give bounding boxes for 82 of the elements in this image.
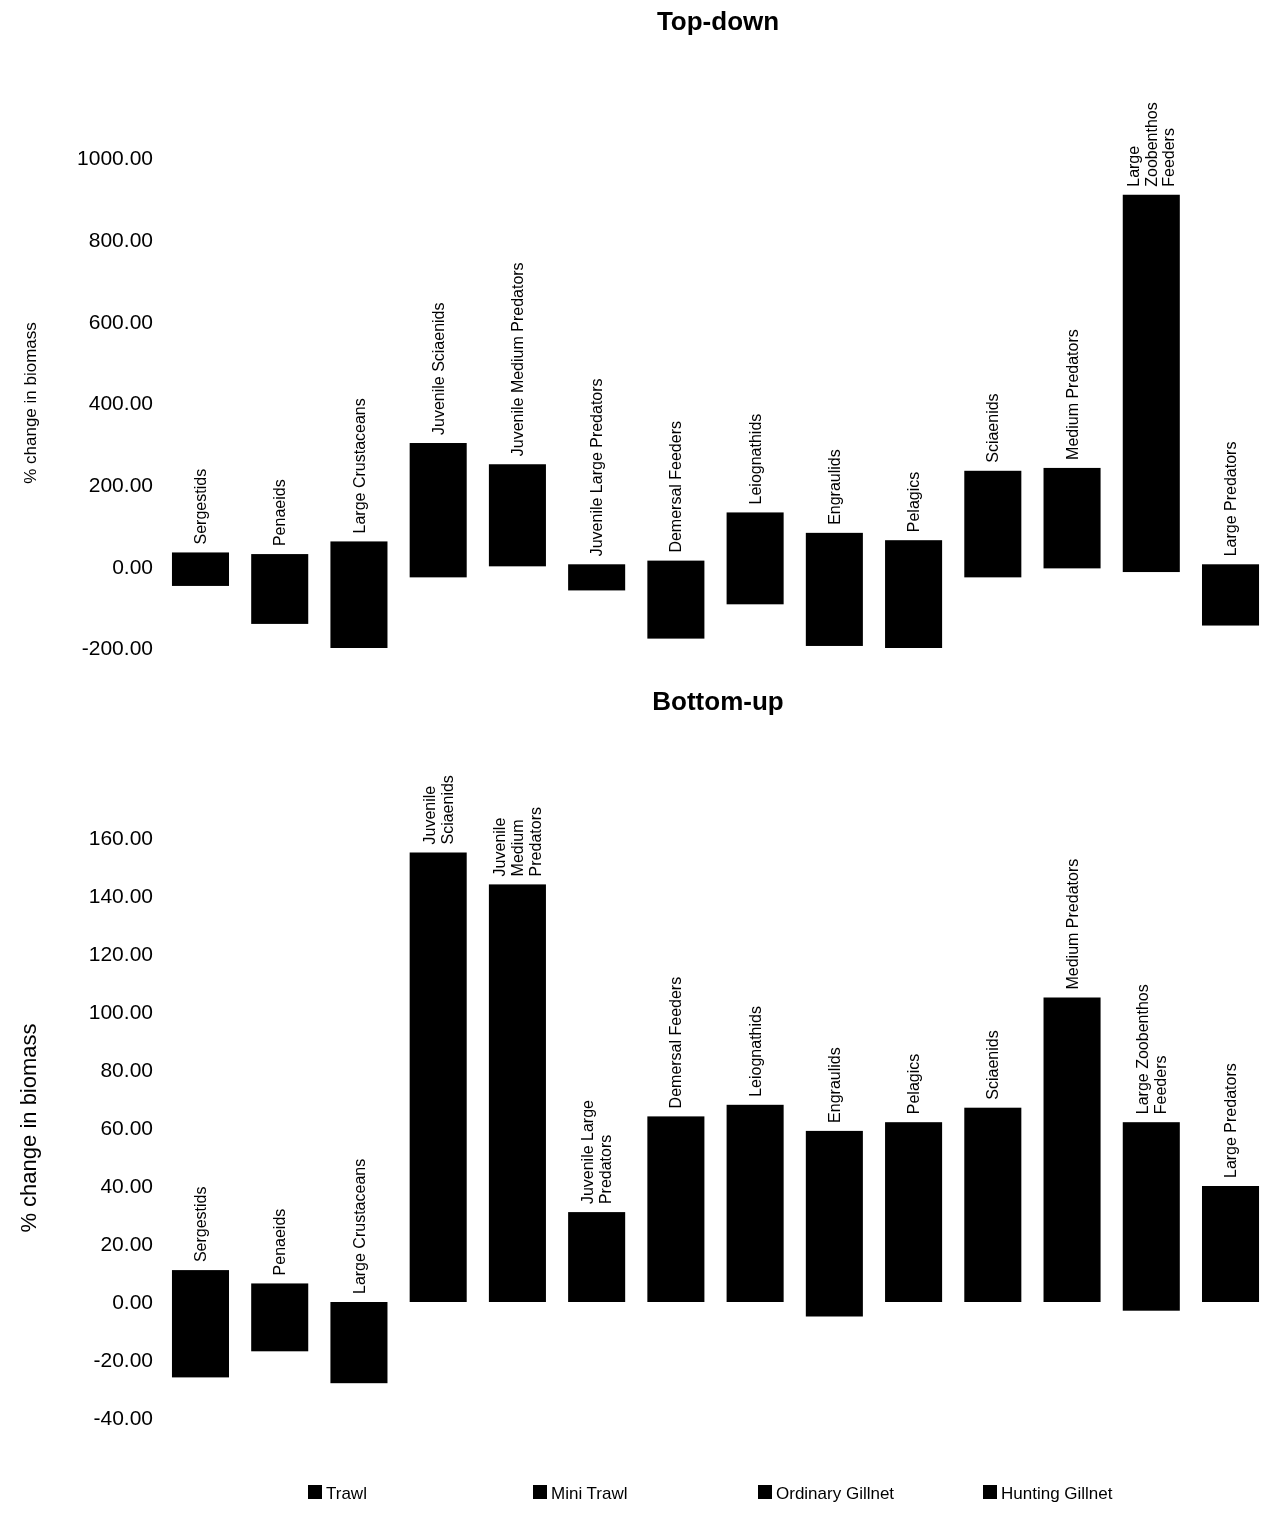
bar (885, 540, 943, 648)
bar (171, 1270, 230, 1378)
bar (488, 884, 546, 1302)
x-tick-label: Juvenile Large Predators (579, 1099, 615, 1205)
x-tick-label: Demersal Feeders (667, 421, 685, 553)
y-tick-label: 20.00 (100, 1232, 153, 1256)
y-tick-label: 200.00 (88, 473, 153, 497)
bar (647, 1116, 705, 1302)
x-tick-label: Sergestids (192, 468, 210, 545)
bar (409, 443, 467, 578)
y-axis-title: % change in biomass (21, 322, 40, 484)
y-tick-label: 0.00 (112, 1290, 153, 1314)
x-tick-label: Large Zoobenthos Feeders (1134, 984, 1169, 1115)
bar (885, 1122, 943, 1302)
bar (726, 512, 784, 605)
bar (964, 1107, 1022, 1302)
y-axis-title: % change in biomass (16, 1023, 41, 1233)
x-tick-label: Engraulids (825, 1047, 843, 1123)
x-tick-label: Penaeids (271, 1208, 289, 1276)
bar (1201, 564, 1260, 626)
bar (1201, 1186, 1260, 1302)
x-tick-label: Juvenile Sciaenids (429, 302, 447, 436)
y-tick-label: 800.00 (88, 228, 153, 252)
y-tick-label: -40.00 (93, 1406, 153, 1430)
x-tick-label: Juvenile Medium Predators (491, 807, 544, 877)
bar (330, 541, 388, 648)
bar (251, 554, 309, 624)
legend-label: Trawl (326, 1483, 367, 1503)
y-tick-label: -200.00 (81, 636, 153, 660)
y-tick-label: 120.00 (88, 942, 153, 966)
x-tick-label: Juvenile Large Predators (588, 378, 606, 557)
x-tick-label: Large Crustaceans (350, 1158, 368, 1294)
legend-label: Hunting Gillnet (1001, 1483, 1113, 1503)
bar (488, 464, 546, 567)
bar (1122, 1122, 1180, 1311)
x-tick-label: Medium Predators (1063, 858, 1081, 990)
legend-label: Ordinary Gillnet (776, 1483, 895, 1503)
x-tick-label: Pelagics (905, 1053, 923, 1115)
x-tick-label: Sciaenids (984, 1030, 1002, 1100)
y-tick-label: 400.00 (88, 391, 153, 415)
y-tick-label: -20.00 (93, 1348, 153, 1372)
bar (647, 560, 705, 639)
bar (726, 1104, 784, 1302)
bar (330, 1302, 388, 1384)
x-tick-label: Pelagics (905, 471, 923, 533)
bar (171, 552, 230, 586)
bar (1043, 997, 1101, 1302)
y-tick-label: 0.00 (112, 554, 153, 578)
bar (568, 564, 626, 591)
bar (251, 1283, 309, 1352)
bar (568, 1212, 626, 1302)
x-tick-label: Engraulids (825, 449, 843, 525)
x-tick-label: Medium Predators (1063, 329, 1081, 460)
x-tick-label: Large Predators (1222, 441, 1240, 557)
y-tick-label: 60.00 (100, 1116, 153, 1140)
bar (964, 470, 1022, 578)
x-tick-label: Penaeids (271, 479, 289, 547)
legend-label: Mini Trawl (551, 1483, 628, 1503)
y-tick-label: 1000.00 (77, 146, 153, 170)
chart-title: Top-down (656, 6, 780, 36)
y-tick-label: 100.00 (88, 1000, 153, 1024)
bar (805, 532, 863, 646)
x-tick-label: Juvenile Sciaenids (420, 775, 456, 845)
y-tick-label: 160.00 (88, 826, 153, 850)
x-tick-label: Large Predators (1222, 1063, 1240, 1178)
y-tick-label: 40.00 (100, 1174, 153, 1198)
y-tick-label: 140.00 (88, 884, 153, 908)
x-tick-label: Large Zoobenthos Feeders (1125, 102, 1178, 187)
bar (409, 852, 467, 1302)
y-tick-label: 80.00 (100, 1058, 153, 1082)
x-tick-label: Sciaenids (984, 393, 1002, 463)
x-tick-label: Leiognathids (746, 413, 764, 505)
x-tick-label: Large Crustaceans (350, 398, 368, 534)
y-tick-label: 600.00 (88, 309, 153, 333)
x-tick-label: Demersal Feeders (667, 976, 685, 1109)
x-tick-label: Juvenile Medium Predators (509, 262, 527, 457)
bar (1122, 194, 1180, 573)
bar (805, 1130, 863, 1317)
bar (1043, 467, 1101, 569)
x-tick-label: Leiognathids (746, 1006, 764, 1097)
x-tick-label: Sergestids (192, 1186, 210, 1263)
chart-title: Bottom-up (652, 686, 784, 716)
